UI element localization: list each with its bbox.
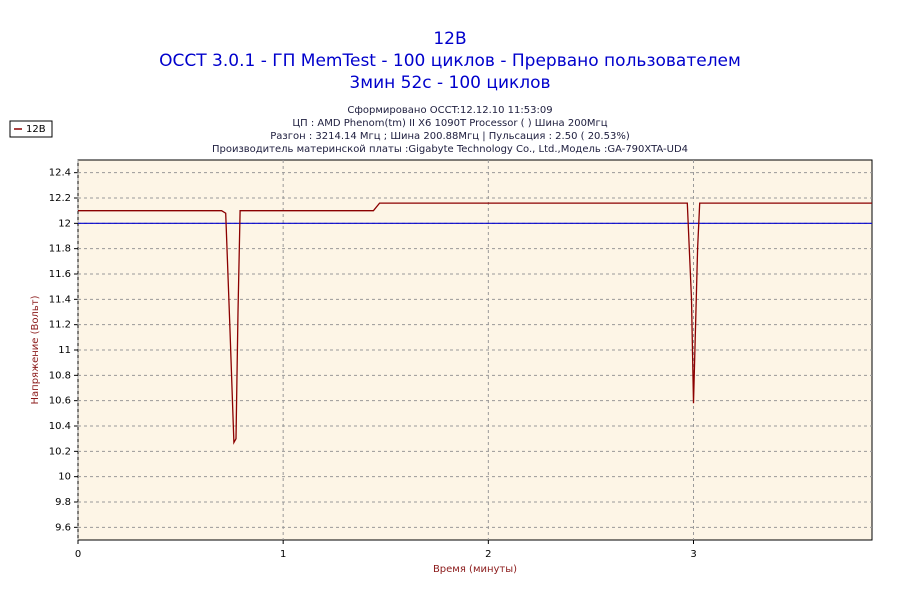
- chart-title: OCCT 3.0.1 - ГП MemTest - 100 циклов - П…: [159, 51, 741, 71]
- x-tick-label: 1: [280, 549, 286, 560]
- y-tick-label: 12: [58, 218, 71, 229]
- chart-subtitle: ЦП : AMD Phenom(tm) II X6 1090T Processo…: [292, 118, 607, 129]
- y-tick-label: 11.6: [49, 269, 71, 280]
- y-tick-label: 9.8: [55, 497, 71, 508]
- y-tick-label: 11.4: [49, 294, 71, 305]
- chart-subtitle: Сформировано OCCT:12.12.10 11:53:09: [347, 105, 552, 116]
- x-axis-label: Время (минуты): [433, 564, 517, 575]
- legend-label: 12В: [26, 124, 46, 135]
- y-tick-label: 10: [58, 472, 71, 483]
- y-tick-label: 11.8: [49, 244, 71, 255]
- data-line: [78, 202, 872, 445]
- y-tick-label: 10.6: [49, 396, 71, 407]
- y-tick-label: 12.2: [49, 193, 71, 204]
- y-tick-label: 11.2: [49, 320, 71, 331]
- y-tick-label: 11: [58, 345, 71, 356]
- y-tick-label: 10.4: [49, 421, 71, 432]
- chart-title: 12В: [433, 29, 466, 49]
- y-tick-label: 10.8: [49, 370, 71, 381]
- chart-title: 3мин 52с - 100 циклов: [349, 73, 550, 93]
- x-tick-label: 2: [485, 549, 491, 560]
- legend-box: [9, 120, 53, 138]
- chart-subtitle: Производитель материнской платы :Gigabyt…: [212, 144, 688, 155]
- y-axis-label: Напряжение (Вольт): [30, 295, 41, 404]
- y-tick-label: 10.2: [49, 446, 71, 457]
- chart-subtitle: Разгон : 3214.14 Мгц ; Шина 200.88Мгц | …: [270, 131, 630, 142]
- y-tick-label: 12.4: [49, 168, 71, 179]
- x-tick-label: 3: [690, 549, 696, 560]
- y-tick-label: 9.6: [55, 522, 71, 533]
- x-tick-label: 0: [75, 549, 81, 560]
